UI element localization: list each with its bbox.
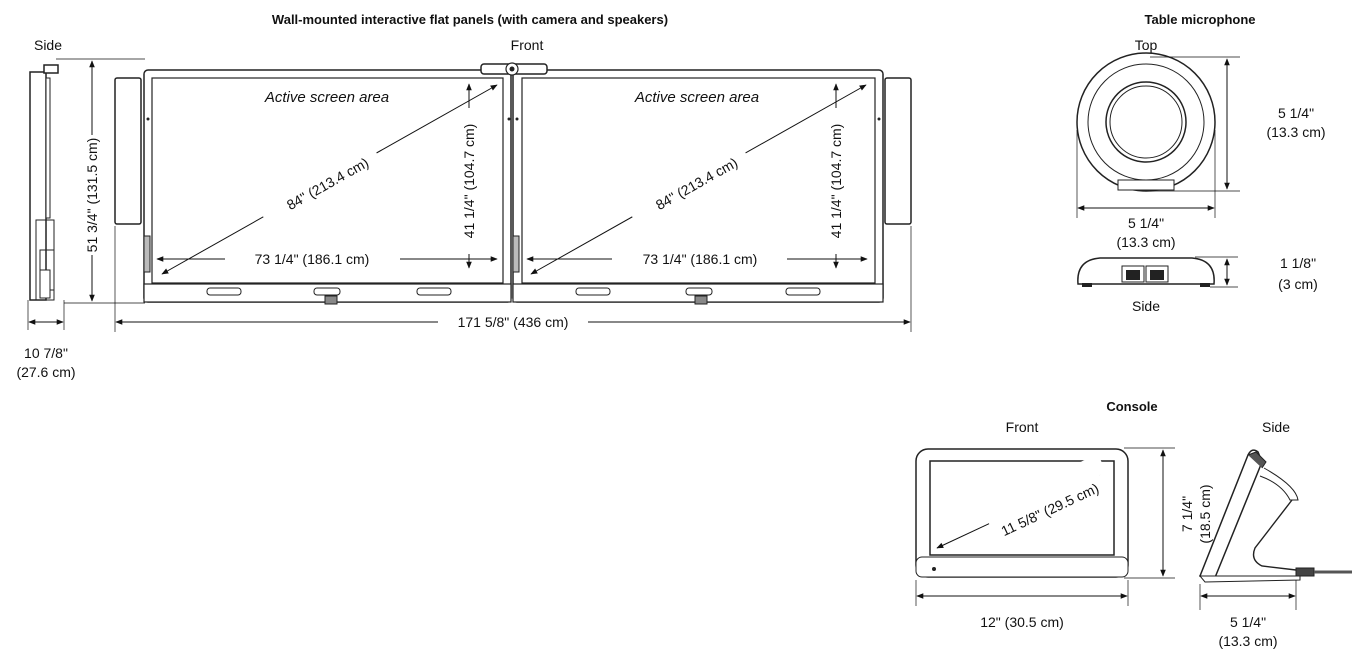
microphone-side-label: Side [1132, 298, 1160, 314]
panels-front-label: Front [511, 37, 544, 53]
panels-overall-width: 171 5/8" (436 cm) [458, 314, 569, 330]
console-front-label: Front [1006, 419, 1039, 435]
right-screen-width: 73 1/4" (186.1 cm) [643, 251, 758, 267]
microphone-diameter-v-in: 5 1/4" [1278, 105, 1314, 121]
microphone-diameter-h-cm: (13.3 cm) [1116, 234, 1175, 250]
microphone-height-cm: (3 cm) [1278, 276, 1318, 292]
panel-side-view [29, 64, 59, 301]
camera [480, 62, 548, 76]
console-side-label: Side [1262, 419, 1290, 435]
left-screen-height: 41 1/4" (104.7 cm) [461, 124, 477, 239]
left-active-area-label: Active screen area [264, 89, 389, 106]
console-side-view [1198, 449, 1352, 583]
right-screen-height: 41 1/4" (104.7 cm) [828, 124, 844, 239]
panels-depth-in: 10 7/8" [24, 345, 68, 361]
left-screen-width: 73 1/4" (186.1 cm) [255, 251, 370, 267]
microphone-title: Table microphone [1145, 12, 1256, 27]
right-active-area-label: Active screen area [634, 89, 759, 106]
right-speaker [884, 77, 912, 225]
microphone-diameter-v-cm: (13.3 cm) [1266, 124, 1325, 140]
panels-title: Wall-mounted interactive flat panels (wi… [272, 12, 668, 27]
panels-side-label: Side [34, 37, 62, 53]
console-depth-in: 5 1/4" [1230, 614, 1266, 630]
left-speaker [114, 77, 142, 225]
microphone-side-view [1077, 257, 1215, 287]
console-width: 12" (30.5 cm) [980, 614, 1064, 630]
microphone-diameter-h-in: 5 1/4" [1128, 215, 1164, 231]
console-title: Console [1106, 399, 1157, 414]
microphone-height-in: 1 1/8" [1280, 255, 1316, 271]
panels-depth-cm: (27.6 cm) [16, 364, 75, 380]
console-height-label: 7 1/4" (18.5 cm) [1160, 452, 1213, 576]
console-height-cm-text: (18.5 cm) [1197, 484, 1213, 544]
microphone-top-view [1076, 52, 1216, 192]
console-depth-cm: (13.3 cm) [1218, 633, 1277, 649]
console-height-in-text: 7 1/4" [1179, 495, 1195, 533]
microphone-top-label: Top [1135, 37, 1158, 53]
panels-overall-height: 51 3/4" (131.5 cm) [84, 138, 100, 253]
